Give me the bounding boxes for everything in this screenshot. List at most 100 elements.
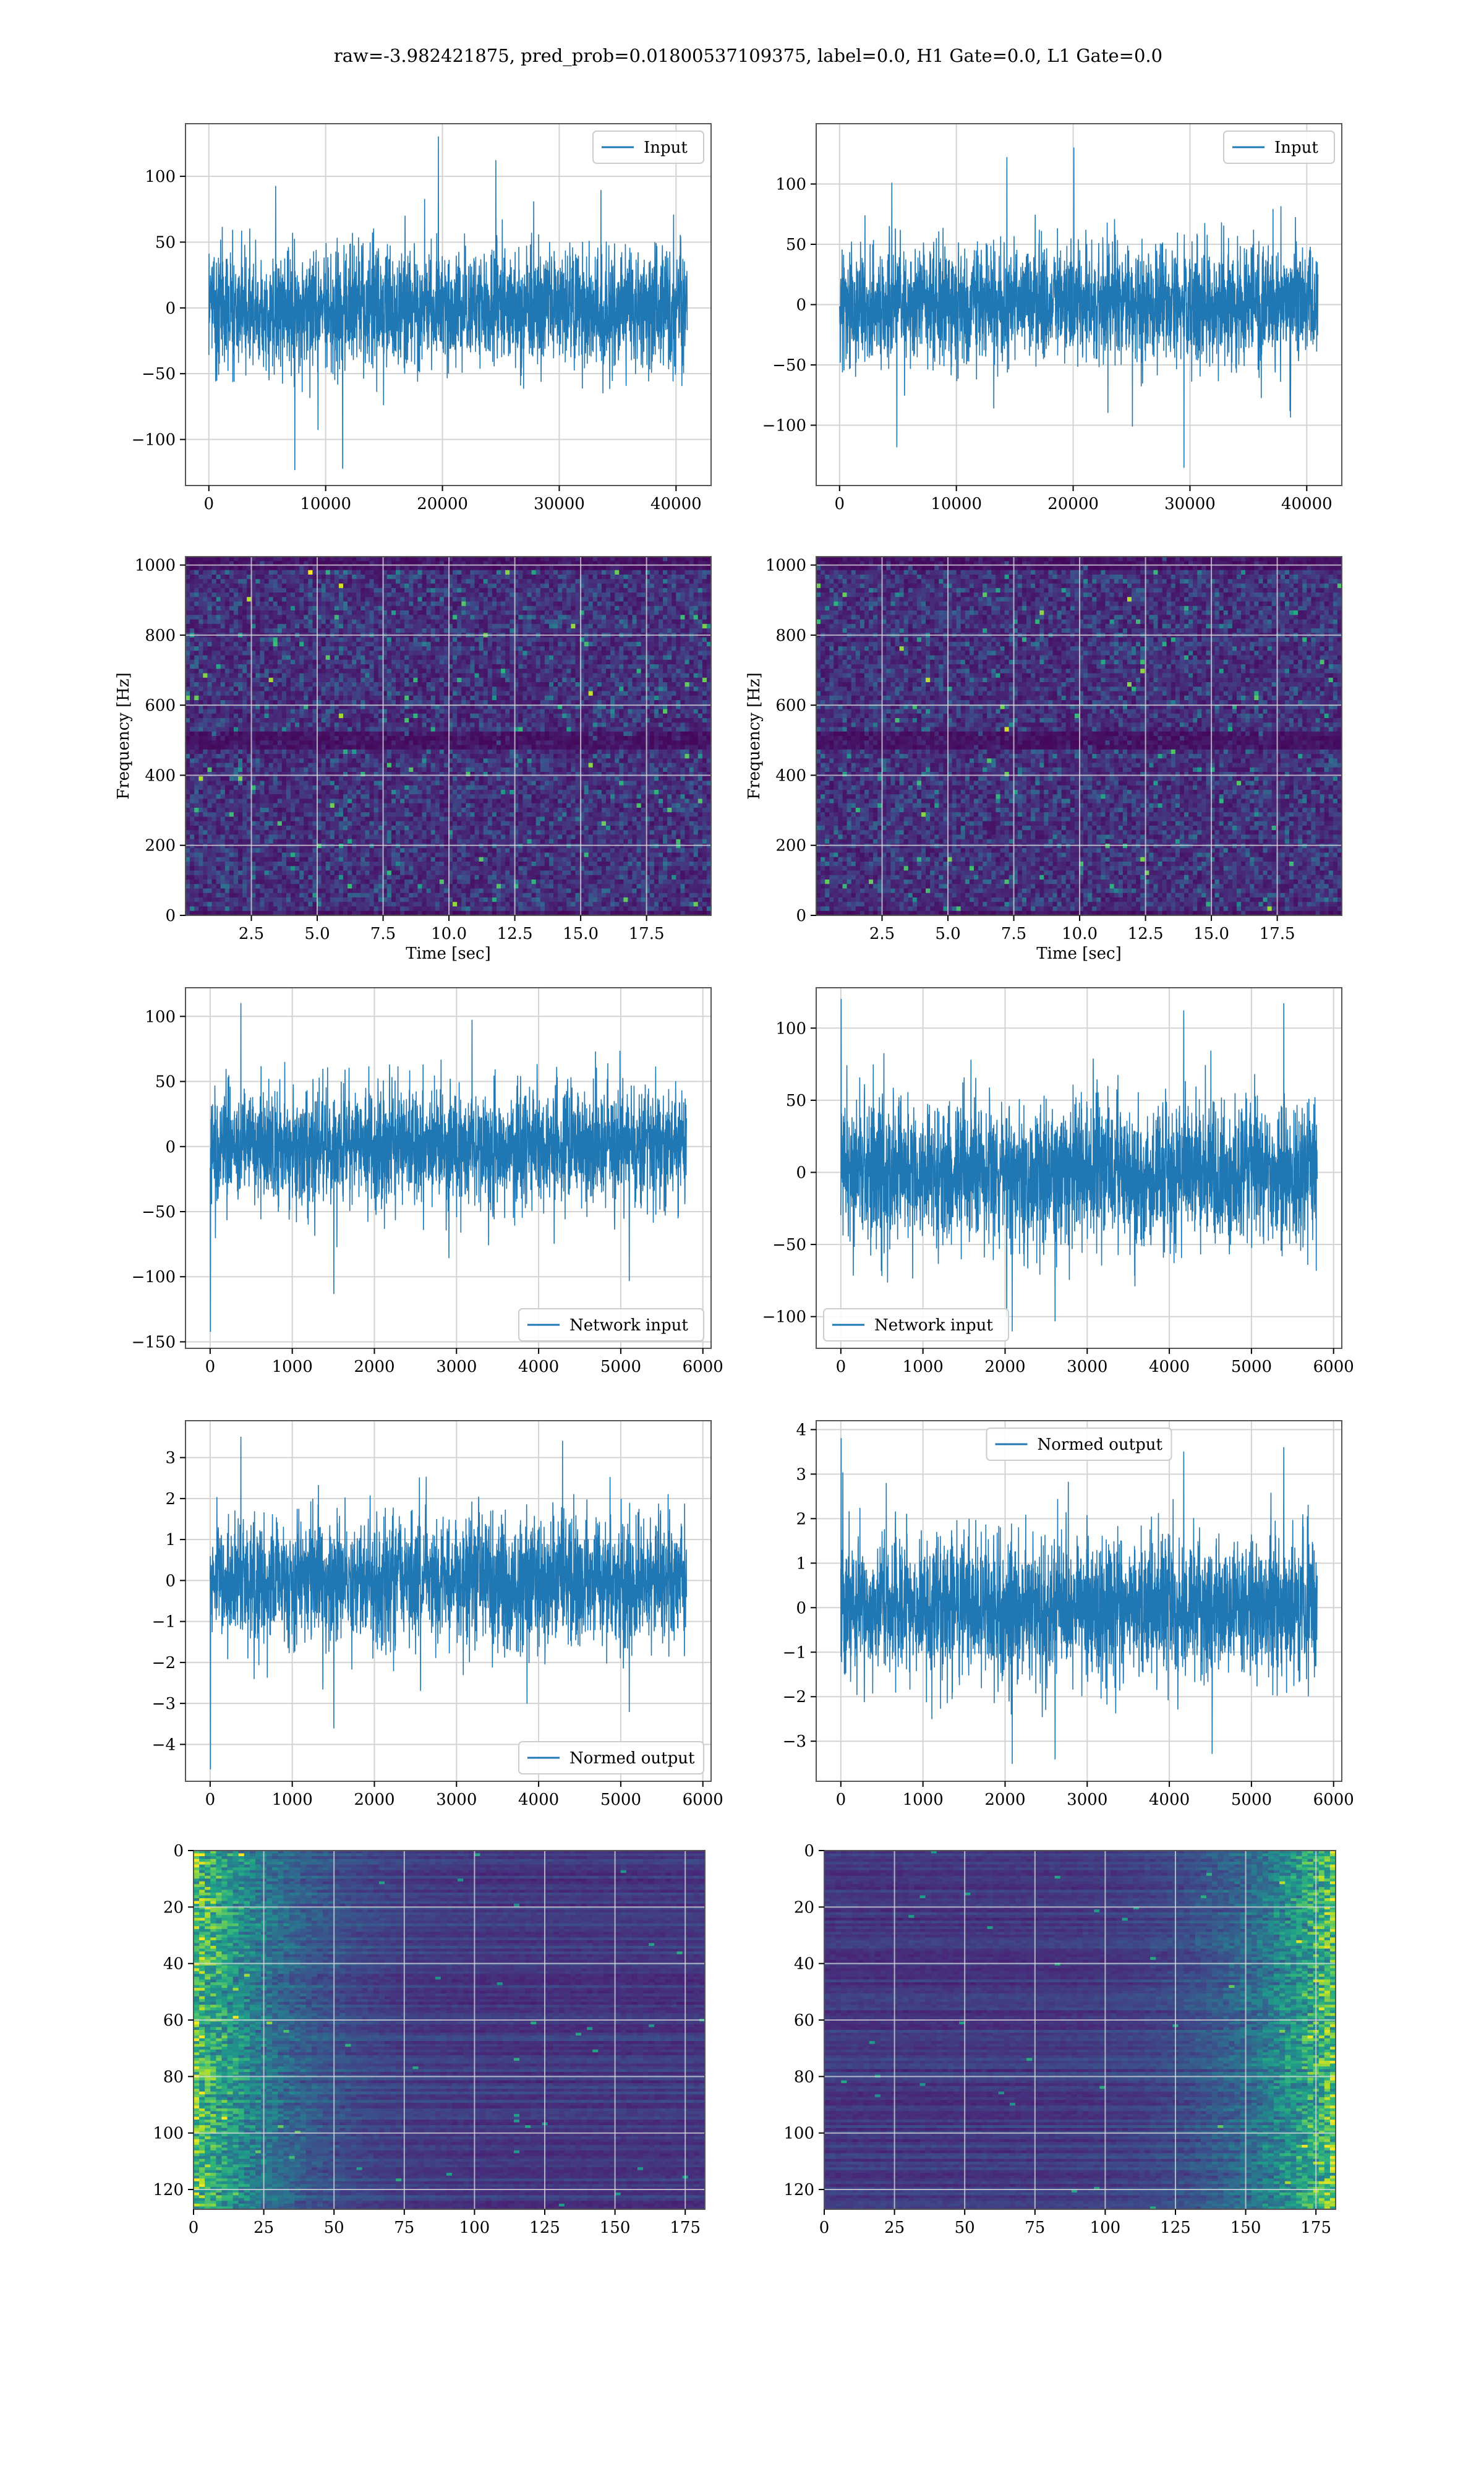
input-h1-xtick-label: 10000 — [300, 495, 351, 513]
feature-map-h1-plot-area — [194, 1851, 705, 2209]
normed-output-l1-ytick-label: 0 — [796, 1599, 806, 1617]
network-input-l1-ytick-label: 100 — [775, 1019, 806, 1038]
input-h1-ytick-label: 0 — [165, 299, 176, 318]
input-h1-ytick-label: −50 — [142, 365, 176, 383]
input-l1-legend: Input — [1223, 131, 1335, 164]
normed-output-h1-ytick-label: 0 — [165, 1572, 176, 1590]
network-input-h1-ytick-label: −150 — [132, 1333, 176, 1351]
feature-map-h1-xtick-label: 25 — [254, 2219, 274, 2237]
spectrogram-l1-ytick-label: 400 — [775, 766, 806, 785]
spectrogram-l1-frame — [816, 556, 1342, 916]
network-input-h1-xtick-label: 6000 — [683, 1358, 723, 1376]
spectrogram-l1-xtick-label: 2.5 — [869, 925, 895, 943]
network-input-h1-panel: 0 1000 2000 3000 4000 5000 6000 −150 −100 −50 0 50 1… — [132, 987, 723, 1376]
normed-output-l1-legend: Normed output — [986, 1427, 1172, 1461]
input-l1-legend-label: Input — [1274, 139, 1318, 157]
spectrogram-h1-heatmap-cells — [186, 557, 711, 915]
spectrogram-h1-ytick-label: 0 — [165, 907, 176, 925]
feature-map-l1-frame — [824, 1850, 1336, 2210]
network-input-h1-frame — [185, 987, 712, 1349]
network-input-h1-xtick-label: 1000 — [272, 1358, 313, 1376]
spectrogram-h1-xtick-label: 12.5 — [497, 925, 533, 943]
feature-map-l1-xtick-label: 0 — [819, 2219, 830, 2237]
spectrogram-l1-ytick-label: 800 — [775, 627, 806, 645]
normed-output-h1-xtick-label: 5000 — [600, 1791, 641, 1809]
network-input-h1-ytick-label: 50 — [155, 1073, 176, 1092]
normed-output-h1-ytick-label: −4 — [152, 1736, 176, 1754]
network-input-h1-plot-area — [186, 988, 711, 1348]
feature-map-h1-xtick-label: 150 — [600, 2219, 631, 2237]
spectrogram-h1-xtick-label: 7.5 — [370, 925, 396, 943]
spectrogram-l1-ytick-label: 600 — [775, 696, 806, 715]
network-input-l1-ytick-label: −100 — [762, 1308, 806, 1327]
input-h1-ytick-label: 50 — [155, 233, 176, 252]
normed-output-h1-plot-area — [186, 1421, 711, 1781]
input-l1-xtick-label: 40000 — [1281, 495, 1333, 513]
normed-output-h1-ytick-label: −3 — [152, 1695, 176, 1713]
spectrogram-h1-grid — [186, 557, 711, 915]
feature-map-h1-ytick-label: 0 — [173, 1842, 184, 1860]
normed-output-l1-xtick-label: 6000 — [1313, 1791, 1354, 1809]
normed-output-l1-ytick-label: −1 — [783, 1643, 806, 1662]
spectrogram-h1-xtick-label: 2.5 — [239, 925, 264, 943]
input-h1-xtick-label: 40000 — [650, 495, 702, 513]
network-input-l1-xtick-label: 4000 — [1149, 1358, 1190, 1376]
normed-output-l1-ytick-label: 2 — [796, 1510, 806, 1528]
input-h1-frame — [185, 123, 712, 486]
feature-map-h1-ytick-label: 60 — [163, 2011, 184, 2030]
normed-output-h1-xtick-label: 6000 — [683, 1791, 723, 1809]
feature-map-h1-xtick-label: 50 — [324, 2219, 344, 2237]
spectrogram-l1-ytick-label: 1000 — [765, 557, 806, 575]
normed-output-h1-xtick-label: 0 — [205, 1791, 216, 1809]
network-input-h1-ytick-label: −50 — [142, 1203, 176, 1222]
normed-output-l1-xtick-label: 4000 — [1149, 1791, 1190, 1809]
normed-output-h1-series-line — [210, 1436, 687, 1770]
input-l1-series-line — [839, 147, 1319, 468]
network-input-h1-legend-label: Network input — [569, 1316, 688, 1335]
spectrogram-l1-plot-area — [816, 557, 1342, 915]
feature-map-l1-xtick-label: 100 — [1090, 2219, 1121, 2237]
spectrogram-h1-xtick-label: 10.0 — [431, 925, 467, 943]
feature-map-h1-xtick-label: 175 — [670, 2219, 701, 2237]
feature-map-l1-ytick-label: 40 — [794, 1955, 814, 1974]
input-h1-panel: 0 10000 20000 30000 40000 −100 −50 0 50 100 Input — [132, 123, 712, 513]
network-input-l1-ytick-label: −50 — [772, 1236, 806, 1254]
normed-output-l1-xtick-label: 2000 — [984, 1791, 1025, 1809]
network-input-l1-xtick-label: 1000 — [903, 1358, 944, 1376]
input-l1-xtick-label: 20000 — [1047, 495, 1099, 513]
normed-output-l1-panel: 0 1000 2000 3000 4000 5000 6000 −3 −2 −1 0 1 2 3 4 Norm… — [783, 1420, 1354, 1809]
spectrogram-h1-ylabel: Frequency [Hz] — [114, 672, 133, 800]
feature-map-l1-xtick-label: 175 — [1300, 2219, 1331, 2237]
normed-output-l1-ytick-label: −3 — [783, 1732, 806, 1751]
network-input-h1-xtick-label: 4000 — [518, 1358, 559, 1376]
network-input-h1-xtick-label: 2000 — [354, 1358, 394, 1376]
spectrogram-h1-xtick-label: 5.0 — [304, 925, 330, 943]
input-h1-legend-label: Input — [644, 139, 688, 157]
input-h1-xtick-label: 20000 — [417, 495, 468, 513]
normed-output-h1-frame — [185, 1420, 712, 1782]
feature-map-h1-xtick-label: 100 — [459, 2219, 490, 2237]
network-input-l1-xtick-label: 2000 — [984, 1358, 1025, 1376]
feature-map-h1-ytick-label: 40 — [163, 1955, 184, 1974]
input-l1-ytick-label: −50 — [772, 356, 806, 375]
network-input-h1-legend: Network input — [518, 1308, 704, 1342]
normed-output-h1-xtick-label: 2000 — [354, 1791, 394, 1809]
spectrogram-l1-panel: 2.5 5.0 7.5 10.0 12.5 15.0 17.5 0 200 400 600 800 10… — [745, 556, 1342, 963]
network-input-l1-ytick-label: 50 — [786, 1092, 806, 1110]
feature-map-h1-heatmap-cells — [194, 1851, 705, 2209]
normed-output-h1-grid — [186, 1421, 711, 1781]
input-l1-ytick-label: 0 — [796, 296, 806, 315]
normed-output-l1-xtick-label: 5000 — [1231, 1791, 1272, 1809]
feature-map-l1-plot-area — [824, 1851, 1336, 2209]
input-h1-xtick-label: 30000 — [534, 495, 585, 513]
normed-output-h1-xtick-label: 1000 — [272, 1791, 313, 1809]
input-h1-xtick-label: 0 — [204, 495, 215, 513]
normed-output-h1-legend: Normed output — [518, 1741, 704, 1774]
feature-map-h1-xtick-label: 0 — [189, 2219, 199, 2237]
spectrogram-h1-ytick-label: 1000 — [135, 557, 176, 575]
input-l1-panel: 0 10000 20000 30000 40000 −100 −50 0 50 100 Input — [762, 123, 1342, 513]
normed-output-l1-plot-area — [816, 1421, 1342, 1781]
spectrogram-h1-plot-area — [186, 557, 711, 915]
feature-map-l1-xtick-label: 150 — [1230, 2219, 1261, 2237]
normed-output-h1-ytick-label: 2 — [165, 1490, 176, 1509]
